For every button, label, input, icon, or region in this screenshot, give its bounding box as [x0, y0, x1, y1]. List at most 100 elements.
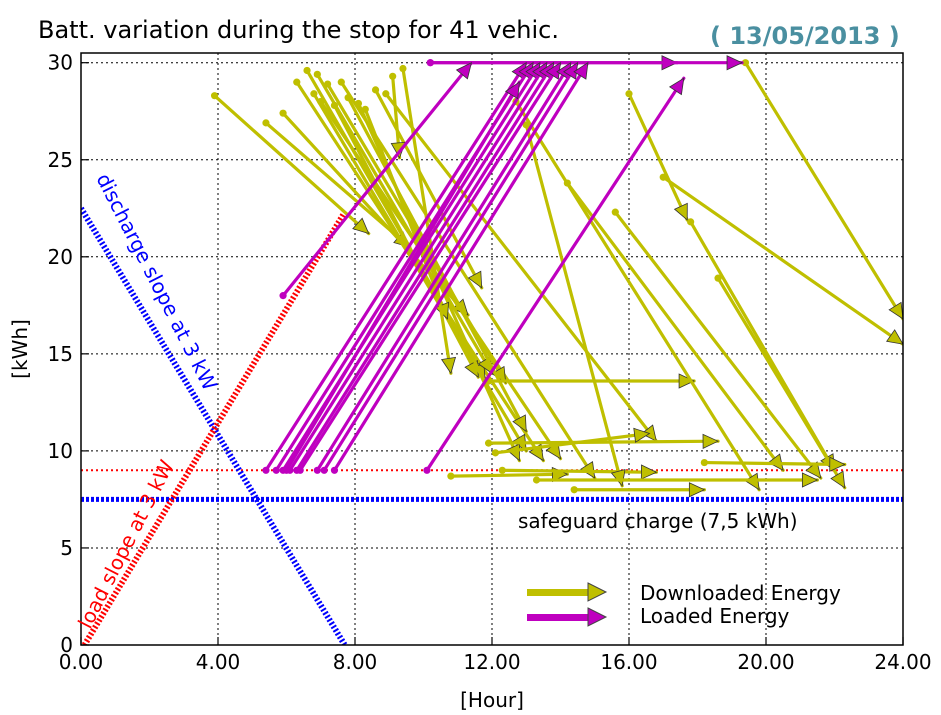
downloaded-energy-start-point [491, 449, 500, 457]
downloaded-energy-arrowhead [688, 482, 706, 498]
downloaded-energy-arrowhead [512, 414, 527, 433]
downloaded-energy-start-point [498, 466, 506, 474]
downloaded-energy-arrowhead [702, 433, 719, 449]
discharge-slope-line [81, 206, 348, 645]
loaded-energy-start-point [320, 466, 328, 474]
loaded-energy-arrowhead [668, 77, 685, 96]
loaded-energy-start-point [282, 466, 291, 474]
downloaded-energy-start-point [344, 94, 352, 102]
loaded-energy-start-point [426, 59, 434, 67]
discharge-slope-label: discharge slope at 3 kW [92, 169, 223, 394]
downloaded-energy-line [613, 210, 823, 480]
downloaded-energy-start-point [389, 72, 397, 80]
loaded-energy-line [315, 61, 573, 472]
downloaded-energy-start-point [625, 90, 633, 98]
downloaded-energy-start-point [310, 90, 318, 98]
downloaded-energy-arrowhead [467, 270, 483, 289]
downloaded-energy-start-point [741, 59, 750, 67]
loaded-energy-start-point [423, 466, 431, 474]
y-tick-label: 0 [60, 633, 73, 657]
downloaded-energy-line [716, 276, 847, 490]
downloaded-energy-arrowhead [678, 373, 696, 389]
downloaded-energy-start-point [313, 70, 321, 78]
downloaded-energy-start-point [293, 78, 301, 86]
downloaded-energy-line [373, 88, 484, 290]
downloaded-energy-line [384, 92, 659, 443]
downloaded-energy-line [661, 175, 903, 346]
loaded-energy-start-point [279, 292, 287, 300]
x-axis-label: [Hour] [460, 688, 524, 712]
downloaded-energy-line [486, 439, 720, 445]
loaded-energy-start-point [296, 466, 304, 474]
load-slope-line [81, 210, 348, 645]
x-tick-label: 4.00 [196, 650, 241, 674]
loaded-energy-start-point [272, 466, 280, 474]
downloaded-energy-arrowhead [633, 427, 651, 443]
downloaded-energy-start-point [262, 119, 270, 127]
downloaded-energy-start-point [563, 179, 571, 187]
downloaded-energy-arrowhead [830, 470, 846, 489]
downloaded-energy-line [339, 80, 597, 480]
downloaded-energy-start-point [399, 64, 407, 73]
x-tick-label: 8.00 [333, 650, 378, 674]
loaded-energy-line [281, 61, 474, 298]
loaded-energy-arrowhead [726, 55, 743, 71]
downloaded-energy-arrowhead [673, 202, 688, 221]
legend: Downloaded Energy Loaded Energy [527, 581, 841, 628]
y-tick-label: 25 [48, 148, 73, 172]
downloaded-energy-arrowhead [886, 329, 903, 345]
downloaded-energy-line [212, 94, 371, 236]
loaded-energy-line [264, 61, 528, 472]
downloaded-energy-start-point [337, 78, 345, 86]
downloaded-energy-start-point [532, 476, 541, 484]
downloaded-energy-arrowhead [506, 443, 521, 462]
downloaded-energy-arrowhead [352, 217, 370, 235]
loaded-energy-line [295, 61, 556, 472]
downloaded-energy-start-point [659, 173, 667, 181]
y-axis-label: [kWh] [8, 319, 32, 379]
downloaded-energy-line [449, 472, 569, 478]
loaded-energy-series [262, 55, 744, 474]
downloaded-energy-line [493, 431, 652, 455]
loaded-energy-line [284, 80, 522, 472]
downloaded-energy-line [332, 103, 480, 379]
downloaded-energy-start-point [371, 86, 380, 94]
downloaded-energy-start-point [279, 109, 287, 117]
loaded-energy-line [298, 61, 563, 472]
downloaded-energy-arrowhead [801, 472, 819, 488]
chart-date: ( 13/05/2013 ) [710, 22, 900, 50]
x-tick-label: 16.00 [600, 650, 657, 674]
downloaded-energy-start-point [354, 99, 363, 108]
loaded-energy-start-point [313, 466, 321, 474]
downloaded-energy-start-point [330, 101, 339, 110]
downloaded-energy-arrowhead [829, 456, 846, 472]
downloaded-energy-arrowhead [640, 464, 658, 480]
safeguard-label: safeguard charge (7,5 kWh) [518, 509, 798, 533]
downloaded-energy-arrowhead [440, 356, 457, 375]
downloaded-energy-line [743, 61, 903, 321]
chart-title: Batt. variation during the stop for 41 v… [38, 16, 559, 44]
downloaded-energy-start-point [317, 97, 325, 106]
downloaded-energy-start-point [382, 90, 390, 98]
downloaded-energy-line [627, 92, 689, 222]
loaded-energy-line [322, 61, 580, 472]
loaded-energy-start-point [330, 466, 339, 474]
downloaded-energy-start-point [522, 121, 530, 129]
downloaded-energy-arrowhead [888, 301, 903, 320]
downloaded-energy-line [346, 96, 528, 434]
x-tick-label: 20.00 [737, 650, 794, 674]
downloaded-energy-line [514, 99, 761, 492]
downloaded-energy-start-point [687, 218, 695, 226]
loaded-energy-start-point [262, 466, 270, 474]
y-tick-label: 20 [48, 245, 73, 269]
x-tick-label: 24.00 [874, 650, 931, 674]
downloaded-energy-arrowhead [805, 461, 822, 479]
y-tick-label: 10 [48, 439, 73, 463]
loaded-energy-arrowhead [573, 61, 589, 80]
downloaded-energy-start-point [570, 486, 578, 494]
legend-label-loaded: Loaded Energy [640, 604, 790, 628]
loaded-energy-arrowhead [504, 81, 520, 100]
load-slope-label: load slope at 3 kW [73, 456, 179, 632]
legend-swatch-downloaded [527, 589, 595, 596]
legend-arrow-downloaded [587, 582, 608, 602]
